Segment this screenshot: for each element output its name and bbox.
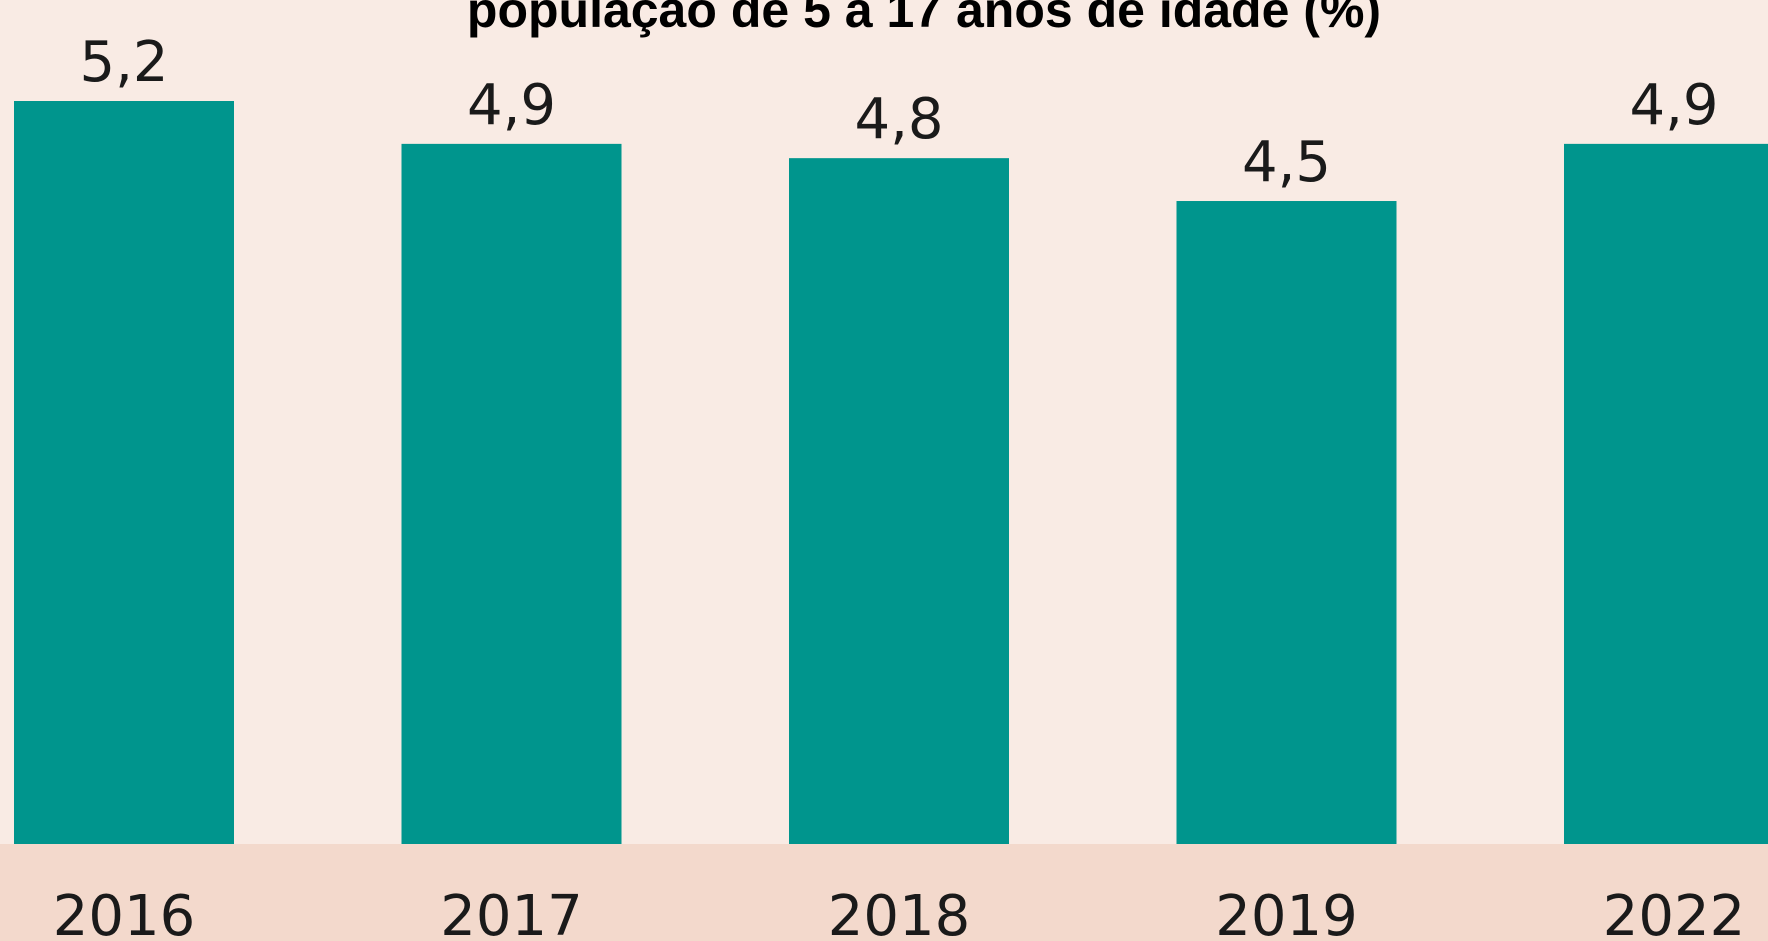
x-tick-label: 2018	[828, 884, 971, 941]
value-label: 5,2	[79, 30, 168, 95]
value-label: 4,8	[854, 87, 943, 152]
chart-title: população de 5 a 17 anos de idade (%)	[467, 0, 1381, 38]
value-label: 4,9	[1629, 73, 1718, 138]
x-tick-label: 2016	[53, 884, 196, 941]
bar	[1564, 143, 1768, 845]
category-band	[0, 844, 1768, 941]
value-label: 4,5	[1242, 130, 1331, 195]
bar	[789, 158, 1009, 845]
x-tick-label: 2017	[440, 884, 583, 941]
bar	[401, 143, 622, 845]
value-label: 4,9	[467, 73, 556, 138]
x-tick-label: 2019	[1215, 884, 1358, 941]
bar	[14, 101, 234, 844]
bar	[1176, 201, 1397, 844]
x-tick-label: 2022	[1603, 884, 1746, 941]
